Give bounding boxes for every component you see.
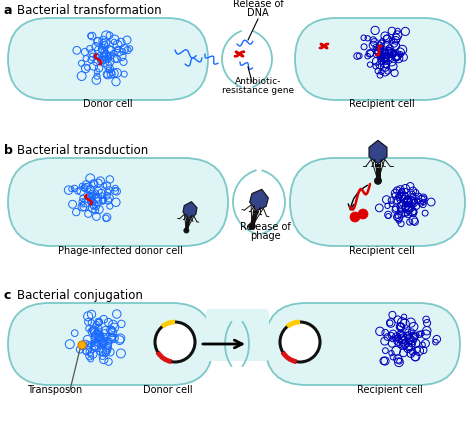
Text: Recipient cell: Recipient cell	[357, 385, 423, 395]
Circle shape	[350, 212, 360, 222]
Text: Recipient cell: Recipient cell	[349, 99, 415, 109]
Text: Donor cell: Donor cell	[83, 99, 133, 109]
FancyBboxPatch shape	[206, 309, 269, 361]
Text: a: a	[4, 4, 12, 17]
FancyBboxPatch shape	[8, 18, 208, 100]
Text: Antibiotic-: Antibiotic-	[235, 77, 281, 86]
Polygon shape	[250, 189, 268, 211]
Circle shape	[248, 223, 255, 230]
Circle shape	[78, 341, 86, 349]
Text: Release of: Release of	[233, 0, 283, 9]
FancyBboxPatch shape	[265, 303, 460, 385]
Text: Recipient cell: Recipient cell	[349, 246, 415, 256]
Polygon shape	[183, 201, 197, 218]
Text: Bacterial transduction: Bacterial transduction	[17, 144, 148, 157]
Text: b: b	[4, 144, 13, 157]
Text: Phage-infected donor cell: Phage-infected donor cell	[57, 246, 182, 256]
Text: phage: phage	[250, 231, 280, 241]
Polygon shape	[369, 140, 387, 164]
Text: Transposon: Transposon	[27, 385, 82, 395]
FancyBboxPatch shape	[295, 18, 465, 100]
Circle shape	[280, 322, 320, 362]
Text: Release of: Release of	[240, 222, 291, 232]
Text: Donor cell: Donor cell	[143, 385, 193, 395]
Text: Bacterial conjugation: Bacterial conjugation	[17, 289, 143, 302]
Circle shape	[358, 209, 368, 219]
Text: Bacterial transformation: Bacterial transformation	[17, 4, 162, 17]
Circle shape	[155, 322, 195, 362]
Text: resistance gene: resistance gene	[222, 86, 294, 95]
Text: DNA: DNA	[247, 8, 269, 18]
FancyBboxPatch shape	[290, 158, 465, 246]
Circle shape	[184, 228, 189, 233]
Circle shape	[374, 177, 382, 184]
Text: c: c	[4, 289, 11, 302]
FancyBboxPatch shape	[8, 158, 228, 246]
FancyBboxPatch shape	[8, 303, 213, 385]
